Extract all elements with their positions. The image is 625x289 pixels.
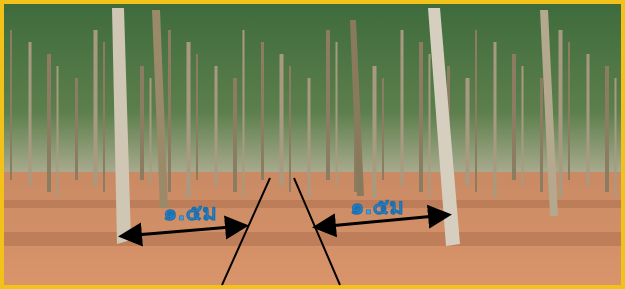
background-trunk bbox=[140, 66, 144, 180]
background-trunk bbox=[215, 66, 218, 186]
background-trunk bbox=[280, 54, 284, 186]
background-trunk bbox=[429, 54, 431, 198]
background-trunk bbox=[336, 42, 338, 186]
background-trunk bbox=[187, 42, 191, 198]
background-trunk bbox=[587, 54, 590, 186]
background-trunk bbox=[494, 42, 497, 198]
background-trunk bbox=[103, 42, 105, 192]
background-trunk bbox=[94, 30, 98, 186]
background-trunk bbox=[373, 66, 377, 198]
photo: ๑.๕ม ๑.๕ม bbox=[0, 0, 625, 289]
background-trunk bbox=[233, 78, 237, 192]
ground bbox=[4, 172, 621, 285]
background-trunk bbox=[150, 78, 152, 186]
background-trunk bbox=[382, 78, 384, 180]
background-trunk bbox=[57, 66, 59, 198]
background-trunk bbox=[522, 66, 524, 186]
background-trunk bbox=[401, 30, 404, 186]
background-trunk bbox=[289, 66, 291, 192]
background-trunk bbox=[512, 54, 516, 180]
background-trunk bbox=[475, 30, 477, 192]
background-trunk bbox=[29, 42, 32, 186]
background-trunk bbox=[308, 78, 311, 198]
background-trunk bbox=[168, 30, 171, 192]
distance-label: ๑.๕ม bbox=[350, 195, 403, 220]
distance-label: ๑.๕ม bbox=[163, 201, 216, 226]
background-trunk bbox=[10, 30, 12, 180]
background-trunk bbox=[196, 54, 198, 180]
background-trunk bbox=[326, 30, 330, 180]
background-trunk bbox=[559, 30, 563, 198]
background-trunk bbox=[540, 78, 543, 192]
background-trunk bbox=[261, 42, 264, 180]
background-trunk bbox=[419, 42, 423, 192]
background-trunk bbox=[615, 78, 617, 198]
background-trunk bbox=[466, 78, 470, 186]
background-trunk bbox=[47, 54, 51, 192]
background-trunk bbox=[605, 66, 609, 192]
background-trunk bbox=[75, 78, 78, 180]
background-trunk bbox=[568, 42, 570, 180]
page: ๑.๕ม ๑.๕ม (() => { const data = JSON.par… bbox=[0, 0, 625, 289]
background-trunk bbox=[243, 30, 245, 198]
